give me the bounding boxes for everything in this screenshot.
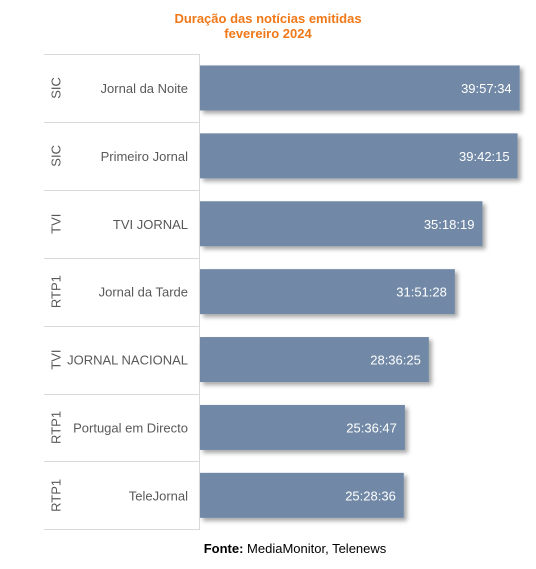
group-label: RTP1 [49, 275, 64, 308]
category-label: JORNAL NACIONAL [67, 353, 188, 368]
source-label: Fonte: [203, 541, 244, 556]
chart-title: Duração das notícias emitidas [174, 11, 362, 26]
source-text: MediaMonitor, Telenews [243, 541, 387, 556]
bar [200, 472, 404, 518]
chart-subtitle: fevereiro 2024 [224, 26, 312, 41]
bar [200, 404, 405, 450]
source-note: Fonte: MediaMonitor, Telenews [0, 541, 536, 556]
chart-title-block: Duração das notícias emitidas fevereiro … [0, 11, 536, 41]
category-label: Portugal em Directo [73, 420, 188, 435]
bar-data-label: 39:42:15 [459, 149, 510, 164]
bar-layer [200, 65, 520, 518]
category-grid [44, 54, 200, 530]
bar-data-label: 28:36:25 [370, 353, 421, 368]
category-label: Jornal da Tarde [99, 285, 188, 300]
group-label: SIC [49, 77, 64, 99]
bar [200, 201, 483, 247]
bar-data-label: 31:51:28 [396, 285, 447, 300]
label-layer: 39:57:34 Jornal da Noite SIC 39:42:15 Primei… [49, 77, 512, 512]
bar [200, 133, 518, 179]
group-label: RTP1 [49, 411, 64, 444]
category-label: TeleJornal [129, 488, 188, 503]
group-label: RTP1 [49, 479, 64, 512]
bar [200, 65, 520, 111]
group-label: TVI [49, 349, 64, 369]
group-label: SIC [49, 145, 64, 167]
bar [200, 337, 429, 383]
bar [200, 269, 455, 315]
bar-data-label: 39:57:34 [461, 81, 512, 96]
bar-data-label: 25:28:36 [345, 488, 396, 503]
category-label: Primeiro Jornal [101, 149, 189, 164]
bar-data-label: 35:18:19 [424, 217, 475, 232]
group-label: TVI [49, 214, 64, 234]
category-label: TVI JORNAL [113, 217, 188, 232]
bar-data-label: 25:36:47 [346, 420, 397, 435]
category-label: Jornal da Noite [101, 81, 188, 96]
